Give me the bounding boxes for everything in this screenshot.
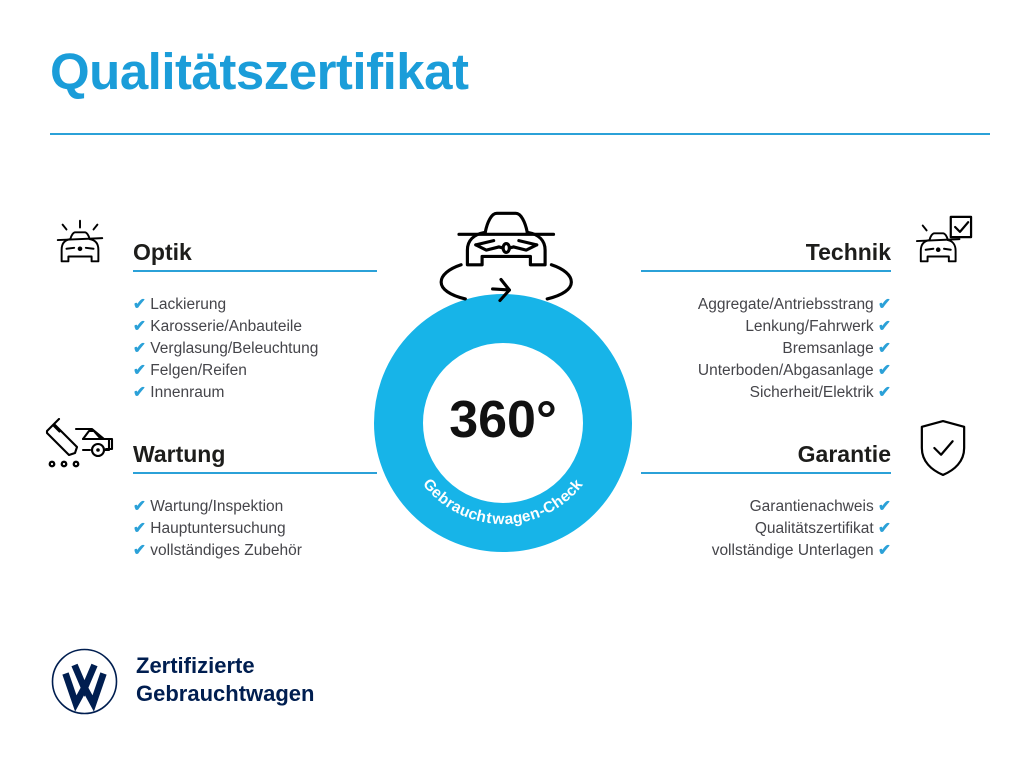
- svg-text:360°: 360°: [449, 391, 557, 449]
